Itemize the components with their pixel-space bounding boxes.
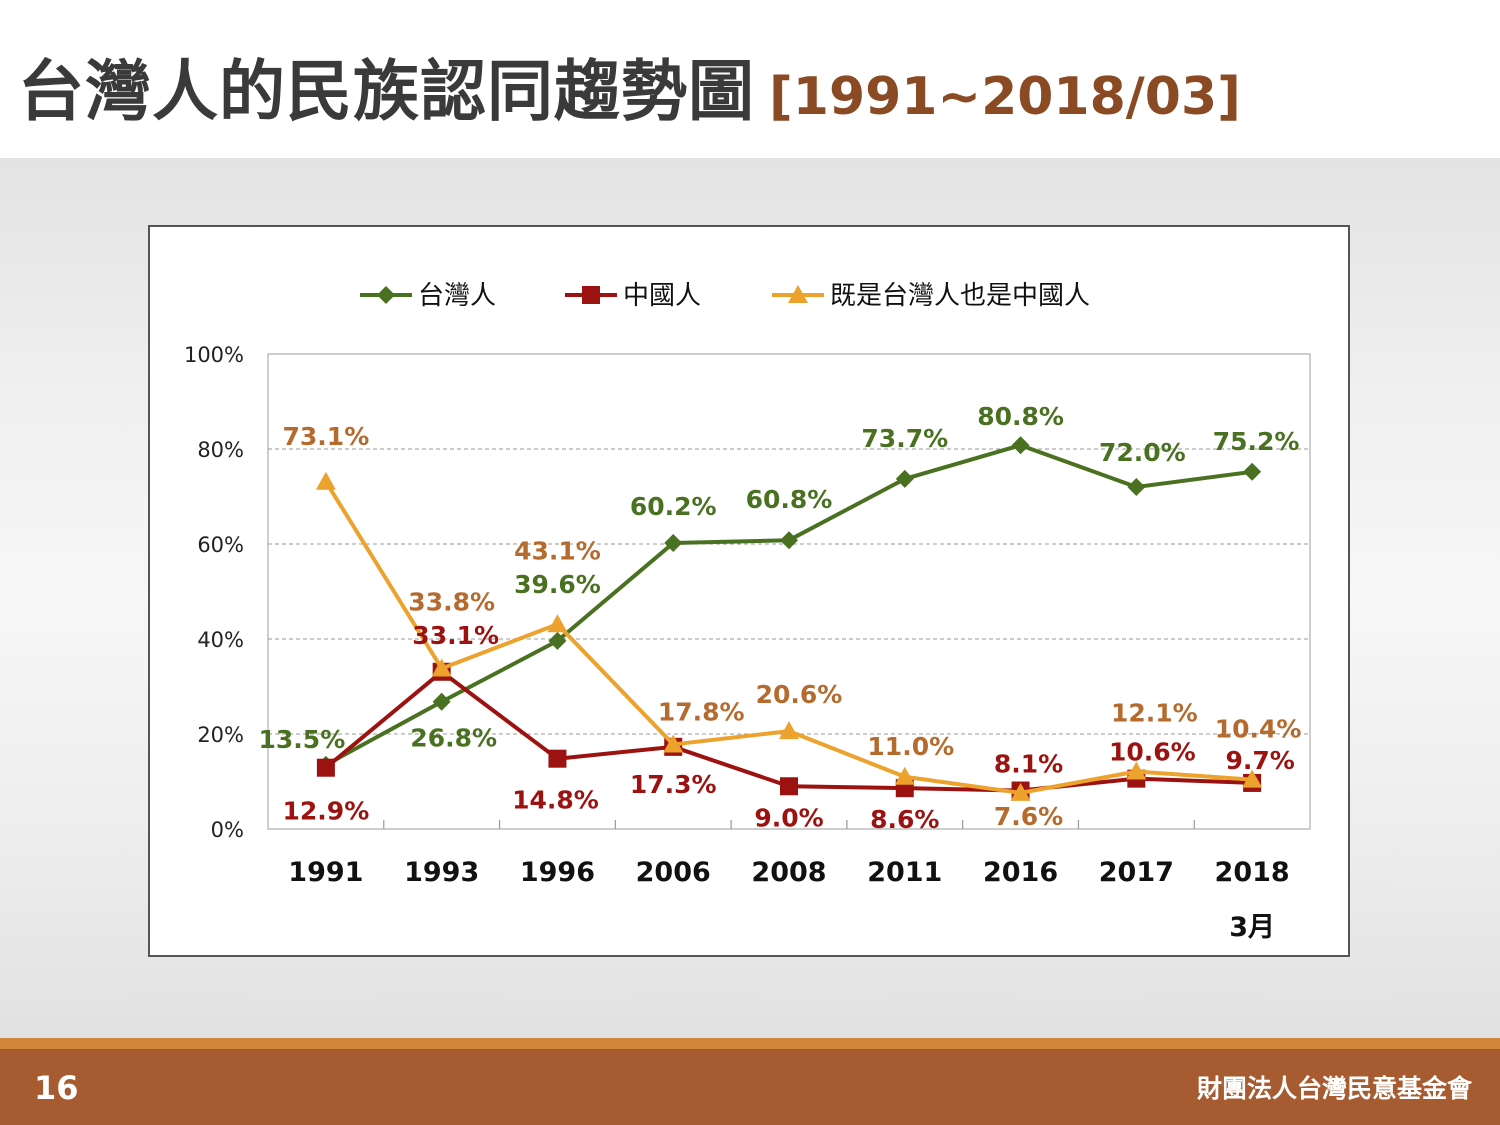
x-tick-label: 1996 — [520, 857, 595, 888]
data-point — [894, 766, 915, 785]
data-point — [315, 471, 336, 490]
slide-header: 台灣人的民族認同趨勢圖 [1991~2018/03] — [0, 0, 1500, 158]
data-label: 13.5% — [259, 725, 346, 754]
legend-marker — [582, 286, 600, 304]
x-tick-label: 2008 — [751, 857, 826, 888]
data-label: 33.8% — [408, 587, 495, 616]
x-tick-label: 2018 — [1215, 857, 1290, 888]
data-point — [316, 758, 335, 777]
organization-name: 財團法人台灣民意基金會 — [1196, 1074, 1472, 1103]
data-label: 11.0% — [867, 732, 954, 761]
y-tick-label: 80% — [197, 438, 244, 462]
data-label: 17.3% — [630, 770, 717, 799]
plot-area — [267, 353, 1311, 830]
x-tick-label: 1991 — [288, 857, 363, 888]
x-tick-label: 1993 — [404, 857, 479, 888]
data-label: 7.6% — [994, 802, 1063, 831]
data-label: 9.7% — [1225, 746, 1294, 775]
data-label: 12.9% — [283, 797, 370, 826]
data-point — [548, 749, 567, 768]
data-label: 75.2% — [1213, 427, 1300, 456]
legend-label: 中國人 — [623, 281, 701, 311]
page-number: 16 — [34, 1069, 79, 1107]
data-label: 26.8% — [410, 724, 497, 753]
data-label: 20.6% — [756, 680, 843, 709]
y-tick-label: 60% — [197, 533, 244, 557]
data-point — [664, 534, 683, 553]
data-point — [1010, 782, 1031, 801]
data-point — [779, 721, 799, 740]
data-label: 17.8% — [658, 697, 745, 726]
data-label: 60.8% — [746, 485, 833, 514]
legend-label: 台灣人 — [418, 281, 496, 311]
data-point — [895, 469, 914, 488]
data-point — [780, 777, 798, 796]
y-tick-label: 0% — [211, 818, 244, 842]
data-label: 43.1% — [514, 536, 601, 565]
slide-title: 台灣人的民族認同趨勢圖 [1991~2018/03] — [18, 38, 1241, 134]
data-point — [663, 734, 684, 753]
footer-stripe — [0, 1038, 1500, 1049]
data-point — [431, 658, 452, 677]
data-point — [1127, 478, 1146, 496]
y-tick-label: 40% — [197, 628, 244, 652]
data-label: 14.8% — [512, 786, 599, 815]
x-tick-label: 2017 — [1099, 857, 1174, 888]
data-label: 33.1% — [412, 621, 499, 650]
x-tick-label: 3月 — [1229, 912, 1275, 943]
data-label: 80.8% — [977, 402, 1064, 431]
y-tick-label: 100% — [184, 343, 244, 367]
data-point — [1126, 761, 1147, 780]
data-point — [432, 692, 451, 711]
data-label: 72.0% — [1099, 438, 1186, 467]
data-label: 9.0% — [754, 803, 823, 832]
chart-frame: 0% 20% 40% 60% 80% 100% 1991 1993 1996 2006 2008 20… — [148, 225, 1350, 957]
data-label: 10.4% — [1215, 715, 1302, 744]
data-label: 10.6% — [1109, 738, 1196, 767]
data-point — [1242, 769, 1263, 788]
data-point — [547, 614, 568, 633]
data-label: 60.2% — [630, 492, 717, 521]
x-tick-label: 2006 — [636, 857, 711, 888]
data-label: 39.6% — [514, 570, 601, 599]
x-tick-label: 2011 — [867, 857, 942, 888]
data-label: 8.1% — [994, 750, 1063, 779]
data-label: 73.1% — [283, 422, 370, 451]
line-chart: 0% 20% 40% 60% 80% 100% 1991 1993 1996 2006 2008 20… — [184, 281, 1311, 943]
data-point — [1011, 436, 1030, 455]
data-point — [548, 631, 567, 650]
data-point — [780, 531, 798, 550]
y-tick-label: 20% — [197, 723, 244, 747]
legend-marker — [377, 286, 395, 304]
legend-label: 既是台灣人也是中國人 — [830, 281, 1090, 311]
x-tick-label: 2016 — [983, 857, 1058, 888]
footer: 16 財團法人台灣民意基金會 — [0, 1049, 1500, 1125]
title-text: 台灣人的民族認同趨勢圖 — [18, 53, 755, 130]
legend-marker — [788, 285, 808, 303]
slide-subtitle: [1991~2018/03] — [769, 67, 1241, 127]
data-label: 8.6% — [870, 805, 939, 834]
data-label: 73.7% — [861, 424, 948, 453]
data-label: 12.1% — [1111, 699, 1198, 728]
data-point — [1243, 462, 1262, 481]
